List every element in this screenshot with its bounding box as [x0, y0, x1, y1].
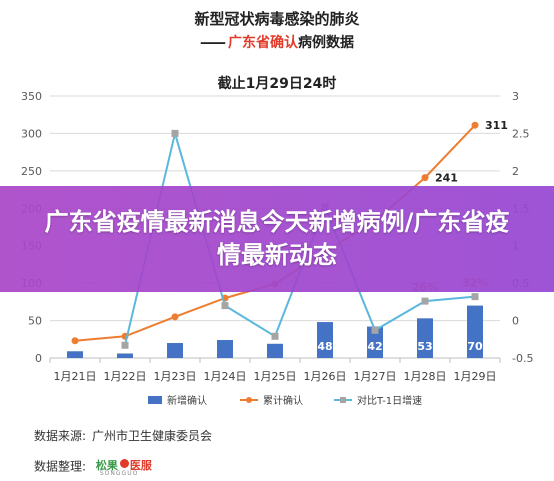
bar-data-label: 70 [467, 340, 483, 353]
x-tick-label: 1月26日 [304, 370, 347, 383]
logo-text-1: 松果 [95, 459, 118, 472]
logo-text-2: 医服 [129, 459, 152, 472]
y-right-tick-label: -0.5 [512, 352, 533, 365]
y-left-tick-label: 350 [21, 90, 42, 103]
bar-new-confirmed [317, 322, 333, 358]
bar-data-label: 48 [317, 340, 332, 353]
y-left-tick-label: 50 [28, 315, 42, 328]
legend-marker-cumulative [246, 397, 252, 403]
bar-new-confirmed [217, 340, 233, 358]
point-cumulative [71, 337, 79, 345]
x-tick-label: 1月29日 [454, 370, 497, 383]
title-dash: —— [200, 35, 226, 51]
point-cumulative [471, 121, 479, 129]
overlay-banner: 广东省疫情最新消息今天新增病例/广东省疫情最新动态 [0, 186, 554, 292]
x-tick-label: 1月28日 [404, 370, 447, 383]
x-tick-label: 1月27日 [354, 370, 397, 383]
bar-new-confirmed [417, 318, 433, 358]
title-red-text: 广东省确认 [228, 35, 298, 51]
data-compiler: 数据整理: 松果 医服 SONGGUO [34, 457, 168, 477]
bar-new-confirmed [267, 343, 283, 358]
y-right-tick-label: 2 [512, 165, 519, 178]
x-tick-label: 1月25日 [254, 370, 297, 383]
point-growth-rate [471, 293, 479, 301]
y-left-tick-label: 0 [35, 352, 42, 365]
compiler-label: 数据整理: [34, 459, 87, 474]
legend-label: 新增确认 [167, 394, 207, 407]
point-growth-rate [371, 326, 379, 334]
source-label: 数据来源: [34, 429, 87, 443]
x-tick-label: 1月23日 [154, 370, 197, 383]
bar-data-label: 42 [367, 340, 382, 353]
y-left-tick-label: 250 [21, 165, 42, 178]
point-growth-rate [171, 129, 179, 137]
x-tick-label: 1月21日 [54, 370, 97, 383]
legend-label: 累计确认 [263, 394, 303, 407]
x-tick-label: 1月24日 [204, 370, 247, 383]
legend-swatch-new-confirmed [148, 396, 162, 404]
banner-text: 广东省疫情最新消息今天新增病例/广东省疫情最新动态 [44, 208, 510, 269]
point-growth-rate [271, 332, 279, 340]
cumulative-data-label: 311 [485, 119, 508, 132]
y-right-tick-label: 3 [512, 90, 519, 103]
bar-new-confirmed [367, 326, 383, 358]
point-cumulative [421, 174, 429, 182]
legend-marker-growth-rate [340, 397, 346, 403]
point-growth-rate [221, 302, 229, 310]
y-left-tick-label: 300 [21, 127, 42, 140]
chart-subtitle: 截止1月29日24时 [217, 76, 337, 92]
data-source: 数据来源: 广州市卫生健康委员会 [34, 427, 212, 444]
point-growth-rate [421, 297, 429, 305]
legend-label: 对比T-1日增速 [357, 394, 422, 407]
logo-mark-icon [119, 459, 129, 468]
bar-new-confirmed [67, 351, 83, 358]
point-cumulative [171, 313, 179, 321]
bar-new-confirmed [167, 343, 183, 358]
bar-new-confirmed [467, 305, 483, 358]
x-tick-label: 1月22日 [104, 370, 147, 383]
title-black-text: 病例数据 [298, 35, 354, 51]
chart-title-line2: —— 广东省确认病例数据 [0, 32, 554, 52]
bar-data-label: 53 [417, 340, 432, 353]
cumulative-data-label: 241 [435, 172, 458, 185]
bar-new-confirmed [117, 353, 133, 358]
chart-title: 新型冠状病毒感染的肺炎 [194, 10, 360, 28]
y-right-tick-label: 0 [512, 315, 519, 328]
logo-small-text: SONGGUO [99, 470, 139, 477]
y-right-tick-label: 2.5 [512, 127, 530, 140]
point-growth-rate [121, 341, 129, 349]
source-value: 广州市卫生健康委员会 [92, 429, 213, 443]
songguo-logo: 松果 医服 SONGGUO [96, 457, 168, 477]
